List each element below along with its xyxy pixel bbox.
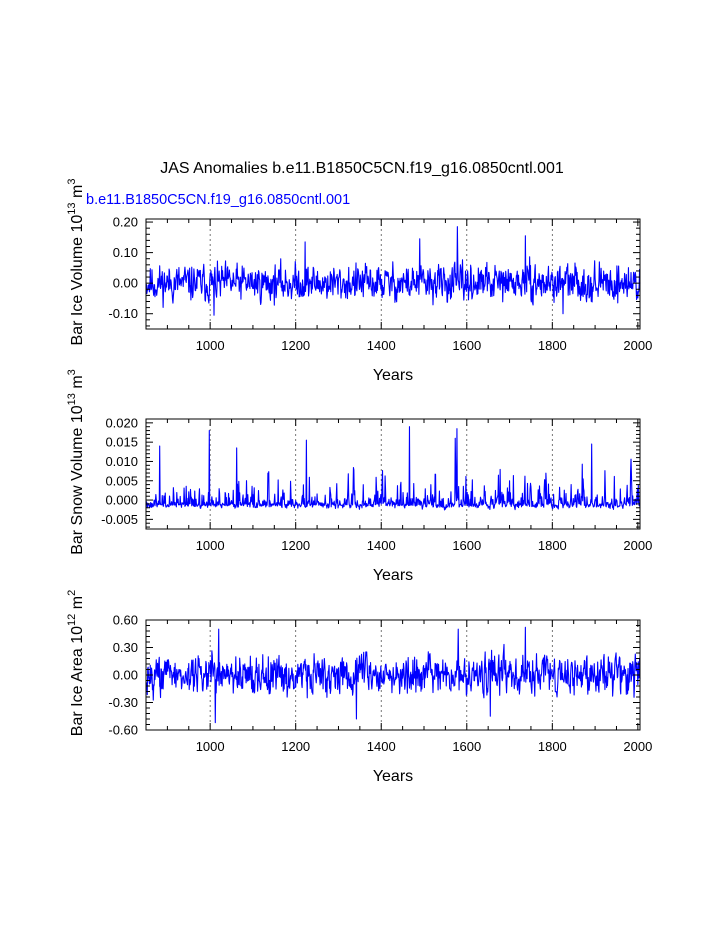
x-tick-label: 1800 [538, 338, 567, 353]
y-label-exponent: 12 [66, 614, 78, 626]
y-label-exponent: 13 [66, 202, 78, 214]
y-tick-label: -0.005 [101, 512, 138, 527]
y-label-text: Bar Snow Volume 10 [69, 405, 86, 555]
x-tick-label: 1000 [196, 338, 225, 353]
x-tick-label: 1200 [281, 739, 310, 754]
y-tick-label: -0.60 [108, 723, 138, 738]
y-tick-label: 0.20 [113, 215, 138, 230]
y-label-exponent: 13 [66, 393, 78, 405]
panel-snow-volume: 1000 1200 1400 1600 1800 2000 -0.005 0.000 0.005… [66, 369, 652, 584]
y-tick-label: 0.00 [113, 668, 138, 683]
y-tick-label: 0.015 [105, 435, 138, 450]
y-axis-label: Bar Ice Area 1012 m2 [66, 590, 86, 736]
y-tick-label: 0.60 [113, 613, 138, 628]
x-tick-label: 1800 [538, 538, 567, 553]
x-tick-label: 1600 [452, 538, 481, 553]
y-axis-label: Bar Ice Volume 1013 m3 [66, 179, 86, 346]
series-line [145, 226, 641, 316]
y-axis-label: Bar Snow Volume 1013 m3 [66, 369, 86, 555]
x-tick-label: 1200 [281, 538, 310, 553]
y-tick-label: 0.00 [113, 276, 138, 291]
y-tick-label: -0.30 [108, 695, 138, 710]
x-tick-label: 1800 [538, 739, 567, 754]
x-tick-label: 1600 [452, 338, 481, 353]
y-label-unit: m [69, 375, 86, 393]
y-label-unit-exponent: 3 [66, 369, 78, 375]
x-tick-label: 1400 [367, 538, 396, 553]
y-label-unit-exponent: 2 [66, 590, 78, 596]
y-label-unit: m [69, 185, 86, 203]
x-tick-label: 1000 [196, 538, 225, 553]
x-tick-label: 2000 [623, 739, 652, 754]
plot-frame [145, 218, 641, 330]
series-line [145, 426, 641, 511]
y-tick-label: 0.020 [105, 415, 138, 430]
y-label-text: Bar Ice Volume 10 [69, 215, 86, 346]
panel-ice-volume: 1000 1200 1400 1600 1800 2000 -0.10 0.00 0.10 0.2… [66, 179, 652, 384]
plot-frame [145, 418, 641, 530]
series-line [145, 626, 641, 724]
y-tick-label: 0.10 [113, 245, 138, 260]
x-axis-label: Years [373, 367, 413, 384]
figure-subtitle: b.e11.B1850C5CN.f19_g16.0850cntl.001 [86, 192, 350, 208]
y-tick-label: 0.30 [113, 640, 138, 655]
x-tick-label: 1400 [367, 338, 396, 353]
x-tick-label: 2000 [623, 338, 652, 353]
x-tick-label: 1200 [281, 338, 310, 353]
y-label-text: Bar Ice Area 10 [69, 626, 86, 736]
figure-title: JAS Anomalies b.e11.B1850C5CN.f19_g16.08… [160, 160, 564, 177]
y-tick-label: 0.010 [105, 454, 138, 469]
y-label-unit-exponent: 3 [66, 179, 78, 185]
x-axis-label: Years [373, 768, 413, 785]
y-tick-label: -0.10 [108, 306, 138, 321]
y-tick-label: 0.000 [105, 493, 138, 508]
x-tick-label: 1600 [452, 739, 481, 754]
x-tick-label: 1400 [367, 739, 396, 754]
y-label-unit: m [69, 596, 86, 614]
x-axis-label: Years [373, 567, 413, 584]
x-tick-label: 1000 [196, 739, 225, 754]
y-tick-label: 0.005 [105, 473, 138, 488]
x-tick-label: 2000 [623, 538, 652, 553]
panel-ice-area: 1000 1200 1400 1600 1800 2000 -0.60 -0.30 0.00 0.… [66, 590, 652, 785]
